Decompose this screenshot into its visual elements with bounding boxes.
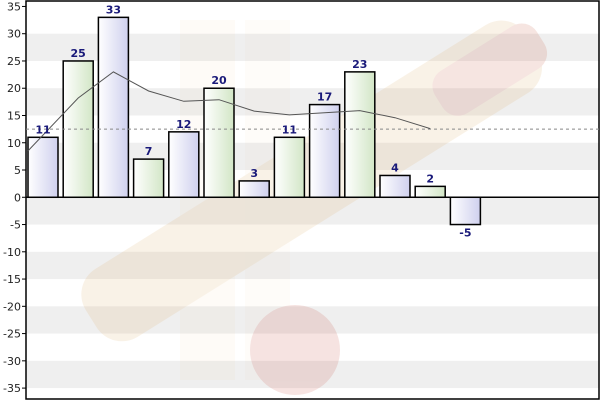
bars [27,16,482,226]
data-label-13: -5 [459,227,471,240]
bar-5 [168,131,200,199]
y-tick-label: -25 [3,328,21,341]
plot-frame [25,0,600,400]
data-label-5: 12 [176,118,191,131]
bar-7 [238,180,270,199]
data-label-2: 25 [71,47,86,60]
bar-13 [449,196,482,226]
y-tick-label: 15 [7,109,21,122]
data-labels: 11 25 33 7 12 20 3 11 17 23 4 2 -5 [35,3,471,239]
y-tick-label: 5 [14,164,21,177]
data-label-6: 20 [211,74,227,87]
y-axis-ticks: -35 -30 -25 -20 -15 -10 -5 0 5 10 15 20 25 30 35 [3,0,26,395]
bar-6 [203,87,235,199]
y-tick-label: -5 [10,219,21,232]
bar-1 [27,136,59,199]
y-tick-label: 20 [7,82,21,95]
data-label-1: 11 [35,123,50,136]
y-tick-label: -15 [3,273,21,286]
data-label-8: 11 [282,123,297,136]
y-tick-label: 10 [7,137,21,150]
trend-overlays [26,71,599,152]
bar-4 [132,158,165,199]
grid-band [26,197,599,225]
bar-10 [344,71,376,199]
y-tick-label: 0 [14,191,21,204]
bar-9 [308,103,341,199]
data-label-9: 17 [317,91,332,104]
data-label-12: 2 [426,172,434,185]
trend-line [27,71,431,152]
bar-3 [97,16,130,199]
data-label-10: 23 [352,58,367,71]
y-tick-label: 30 [7,28,21,41]
grid-band [26,306,599,334]
bar-12 [414,185,446,199]
bar-8 [273,136,306,199]
data-label-7: 3 [250,167,258,180]
y-tick-label: -10 [3,246,21,259]
bar-11 [379,174,411,199]
data-label-4: 7 [145,145,153,158]
y-tick-label: -35 [3,382,21,395]
y-tick-label: -20 [3,300,21,313]
grid-band [26,251,599,280]
data-label-3: 33 [106,3,121,16]
y-tick-label: 25 [7,55,21,68]
y-tick-label: -30 [3,355,21,368]
data-label-11: 4 [391,161,399,174]
y-tick-label: 35 [7,0,21,13]
grid-band [26,360,599,389]
